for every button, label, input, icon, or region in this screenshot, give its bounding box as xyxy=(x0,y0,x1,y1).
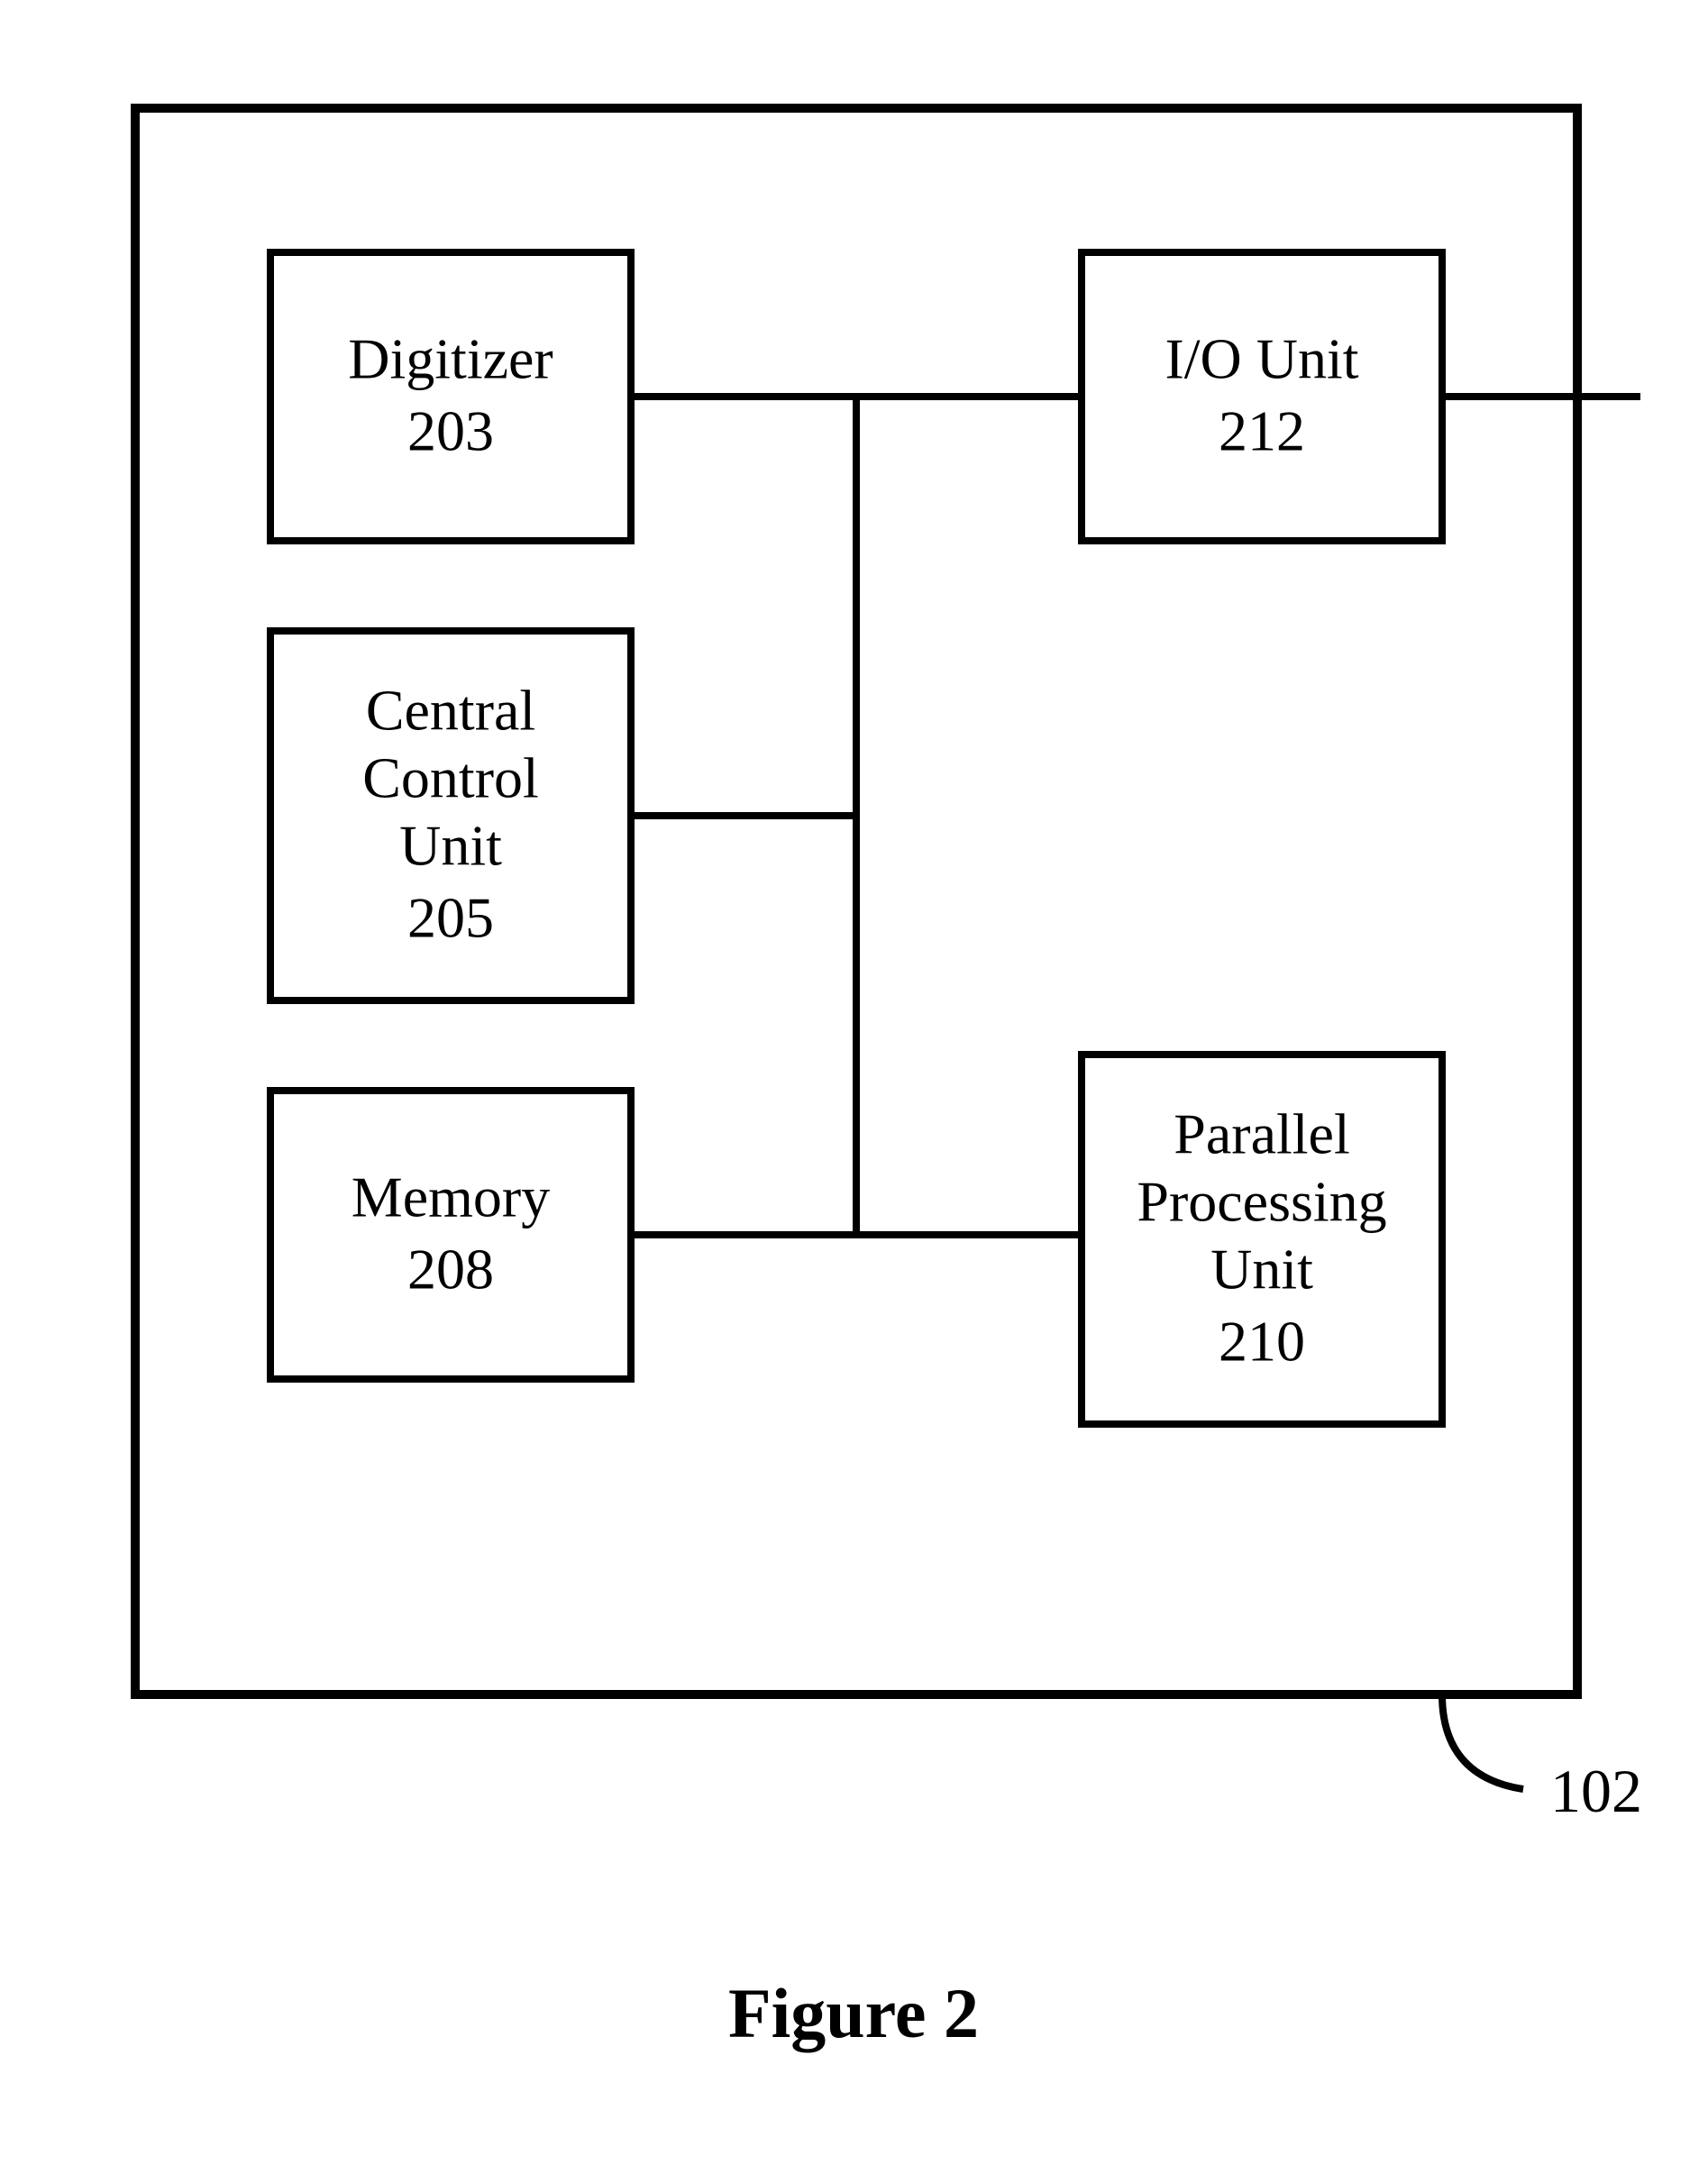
ppu-label-1: Processing xyxy=(1137,1170,1386,1234)
digitizer-box xyxy=(270,252,631,541)
figure-caption: Figure 2 xyxy=(728,1974,979,2052)
io-label-0: I/O Unit xyxy=(1165,327,1358,391)
ppu-label-0: Parallel xyxy=(1174,1102,1349,1166)
diagram-page: Digitizer 203 I/O Unit 212 Central Contr… xyxy=(0,0,1708,2183)
memory-label-0: Memory xyxy=(352,1165,550,1229)
memory-box xyxy=(270,1091,631,1379)
ref-callout-hook xyxy=(1442,1694,1523,1789)
digitizer-label-1: 203 xyxy=(407,399,494,463)
ppu-label-2: Unit xyxy=(1210,1238,1313,1302)
io-unit-box xyxy=(1082,252,1442,541)
ccu-label-2: Unit xyxy=(399,814,502,878)
block-diagram: Digitizer 203 I/O Unit 212 Central Contr… xyxy=(0,0,1708,2183)
ref-callout-label: 102 xyxy=(1550,1757,1642,1825)
ccu-label-1: Control xyxy=(362,746,539,810)
ppu-label-3: 210 xyxy=(1219,1310,1305,1374)
ccu-label-0: Central xyxy=(366,679,535,743)
digitizer-label-0: Digitizer xyxy=(348,327,553,391)
memory-label-1: 208 xyxy=(407,1238,494,1302)
ccu-label-3: 205 xyxy=(407,886,494,950)
io-label-1: 212 xyxy=(1219,399,1305,463)
